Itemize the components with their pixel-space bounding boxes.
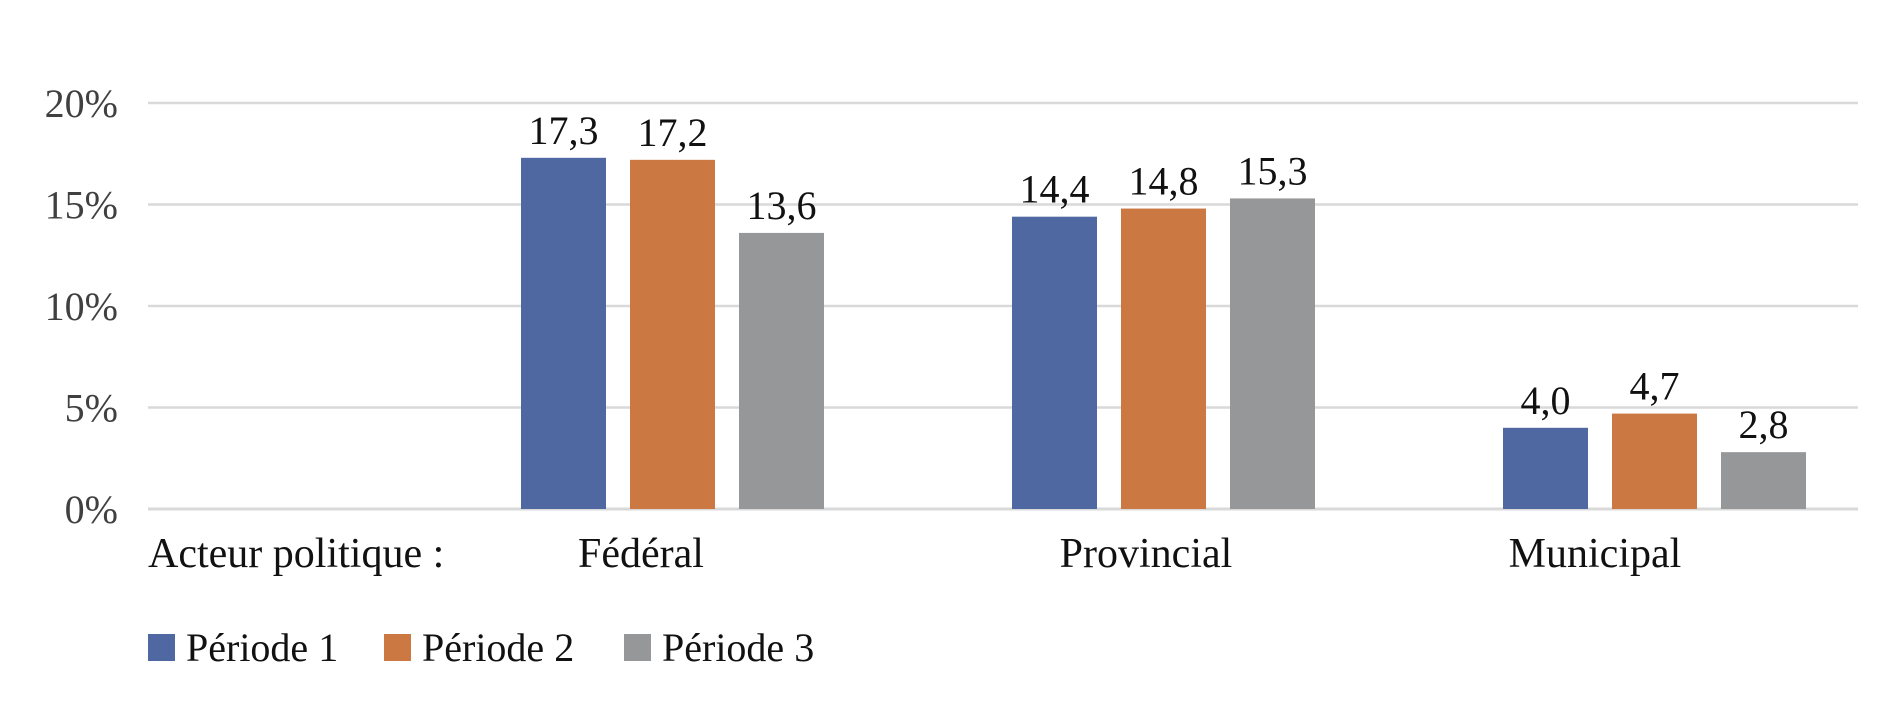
bars xyxy=(521,157,1806,510)
bar xyxy=(739,232,824,510)
legend-item: Période 1 xyxy=(148,625,338,670)
data-label: 4,7 xyxy=(1630,364,1680,409)
y-tick-label: 15% xyxy=(45,183,118,228)
y-tick-label: 10% xyxy=(45,284,118,329)
bar xyxy=(1612,413,1697,509)
bar xyxy=(1721,452,1806,509)
data-label: 17,3 xyxy=(529,108,599,153)
legend-swatch xyxy=(384,634,411,661)
legend: Période 1 Période 2 Période 3 xyxy=(148,625,814,670)
data-labels: 17,3 17,2 13,6 14,4 14,8 15,3 4,0 4,7 2,8 xyxy=(529,108,1789,447)
axis-prefix-label: Acteur politique : xyxy=(148,531,444,577)
data-label: 4,0 xyxy=(1521,378,1571,423)
x-category-label: Municipal xyxy=(1509,531,1682,577)
y-tick-label: 0% xyxy=(65,487,118,532)
legend-item: Période 2 xyxy=(384,625,574,670)
y-tick-label: 5% xyxy=(65,386,118,431)
bar xyxy=(1121,208,1206,509)
data-label: 17,2 xyxy=(638,110,708,155)
x-category-label: Fédéral xyxy=(578,531,704,577)
legend-label: Période 1 xyxy=(186,625,338,670)
legend-swatch xyxy=(624,634,651,661)
legend-swatch xyxy=(148,634,175,661)
bar xyxy=(521,157,606,509)
legend-label: Période 2 xyxy=(422,625,574,670)
x-category-label: Provincial xyxy=(1060,531,1233,577)
legend-label: Période 3 xyxy=(662,625,814,670)
data-label: 14,8 xyxy=(1129,159,1199,204)
data-label: 15,3 xyxy=(1238,148,1308,193)
bar xyxy=(1230,198,1315,509)
y-axis-ticks: 0% 5% 10% 15% 20% xyxy=(45,81,118,532)
bar xyxy=(1012,216,1097,509)
bar xyxy=(1503,427,1588,509)
y-tick-label: 20% xyxy=(45,81,118,126)
gridlines xyxy=(148,101,1858,511)
legend-item: Période 3 xyxy=(624,625,814,670)
data-label: 13,6 xyxy=(747,183,817,228)
data-label: 2,8 xyxy=(1739,402,1789,447)
bar xyxy=(630,159,715,509)
x-axis-categories: Acteur politique : Fédéral Provincial Muni… xyxy=(148,531,1681,577)
data-label: 14,4 xyxy=(1020,167,1090,212)
